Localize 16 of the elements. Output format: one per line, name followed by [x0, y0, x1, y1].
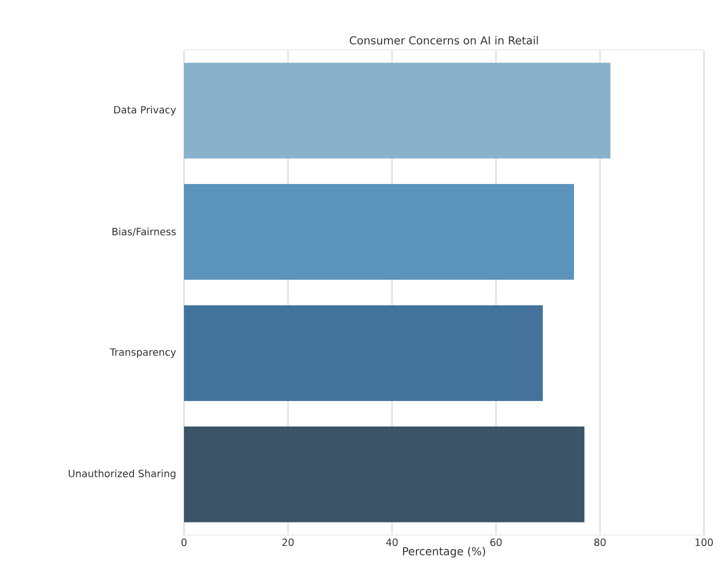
bar: [184, 305, 543, 402]
bar: [184, 62, 610, 159]
x-tick-label: 60: [490, 538, 502, 546]
y-tick-label: Data Privacy: [114, 106, 176, 116]
bar: [184, 426, 584, 522]
x-tick-label: 100: [696, 538, 713, 546]
x-tick-label: 0: [181, 538, 187, 546]
bar: [184, 184, 574, 280]
x-tick-label: 80: [594, 538, 606, 546]
x-axis-title: Percentage (%): [403, 546, 486, 558]
y-tick-label: Transparency: [110, 348, 176, 358]
x-tick-label: 20: [282, 538, 294, 546]
x-tick-label: 40: [386, 538, 398, 546]
chart-title: Consumer Concerns on AI in Retail: [350, 36, 538, 44]
y-tick-label: Bias/Fairness: [112, 228, 176, 236]
y-tick-label: Unauthorized Sharing: [68, 470, 176, 480]
